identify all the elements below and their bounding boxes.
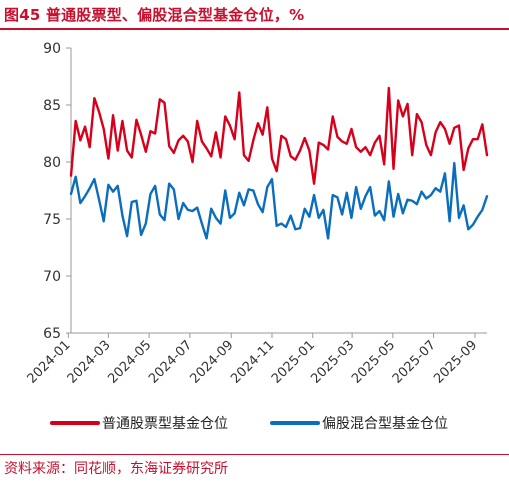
legend-item-equity-fund-label: 普通股票型基金仓位 <box>102 415 228 432</box>
y-tick-label: 85 <box>43 98 61 114</box>
legend: 普通股票型基金仓位 偏股混合型基金仓位 <box>50 415 448 432</box>
x-tick-label: 2024-05 <box>105 338 154 387</box>
y-tick-label: 75 <box>43 212 61 228</box>
x-tick-label: 2024-09 <box>188 338 237 387</box>
chart-title: 图45 普通股票型、偏股混合型基金仓位，% <box>4 6 305 24</box>
series-layer <box>69 86 489 240</box>
x-tick-label: 2025-03 <box>308 338 357 387</box>
series-line-equity-fund <box>69 86 489 185</box>
legend-item-hybrid-fund-label: 偏股混合型基金仓位 <box>322 415 448 432</box>
x-tick-label: 2025-09 <box>431 338 480 387</box>
x-tick-label: 2025-07 <box>390 338 439 387</box>
x-tick-label: 2024-01 <box>25 338 74 387</box>
title-rule <box>0 28 509 30</box>
x-tick-label: 2024-03 <box>65 338 114 387</box>
y-tick-label: 70 <box>43 269 61 285</box>
x-tick-label: 2024-07 <box>146 338 195 387</box>
source-rule <box>0 454 509 455</box>
source-note: 资料来源：同花顺，东海证券研究所 <box>4 461 228 477</box>
y-tick-label: 80 <box>43 155 61 171</box>
x-tick-label: 2024-11 <box>228 338 277 387</box>
axes: 65 70 75 80 85 90 2024-012024-032024-052024-07… <box>25 41 487 387</box>
y-tick-label: 65 <box>43 326 61 342</box>
series-line-hybrid-fund <box>69 161 489 240</box>
x-tick-label: 2025-05 <box>349 338 398 387</box>
y-tick-label: 90 <box>43 41 61 57</box>
